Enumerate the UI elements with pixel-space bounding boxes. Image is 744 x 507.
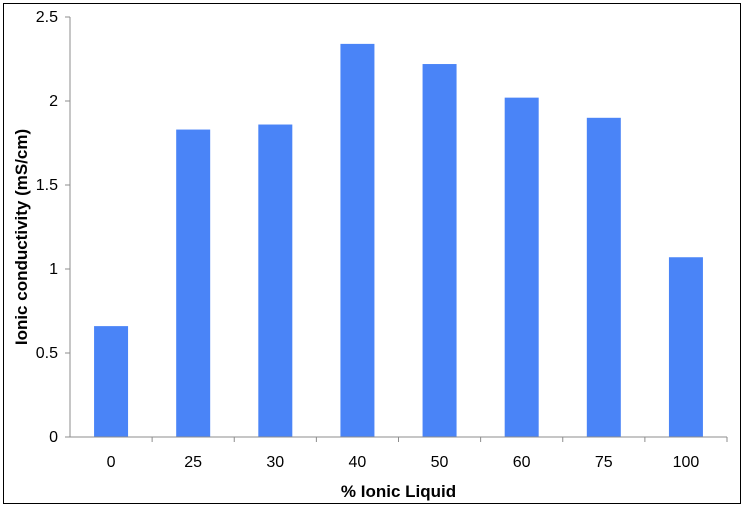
y-tick-label: 0.5 [36,345,58,362]
x-tick-label: 0 [107,454,116,471]
y-tick-label: 2 [49,93,58,110]
y-tick-label: 2.5 [36,9,58,26]
x-tick-label: 25 [184,454,202,471]
x-tick-label: 75 [595,454,613,471]
y-tick-label: 0 [49,429,58,446]
y-axis-title: Ionic conductivity (mS/cm) [12,129,31,345]
bar-25 [176,129,211,437]
bar-60 [504,97,539,437]
x-axis-ticks: 0 25 30 40 50 60 75 100 [107,437,728,471]
y-axis-ticks: 0 0.5 1 1.5 2 2.5 [36,9,70,446]
x-tick-label: 30 [266,454,284,471]
bar-0 [94,326,129,437]
bar-40 [340,43,375,437]
bar-30 [258,124,293,438]
y-tick-label: 1 [49,261,58,278]
bar-50 [422,64,457,437]
y-tick-label: 1.5 [36,177,58,194]
x-tick-label: 50 [431,454,449,471]
x-tick-label: 40 [349,454,367,471]
bar-100 [668,257,703,437]
x-tick-label: 100 [673,454,700,471]
bar-series [94,43,703,438]
bar-75 [586,117,621,438]
x-axis-title: % Ionic Liquid [341,482,456,501]
x-tick-label: 60 [513,454,531,471]
